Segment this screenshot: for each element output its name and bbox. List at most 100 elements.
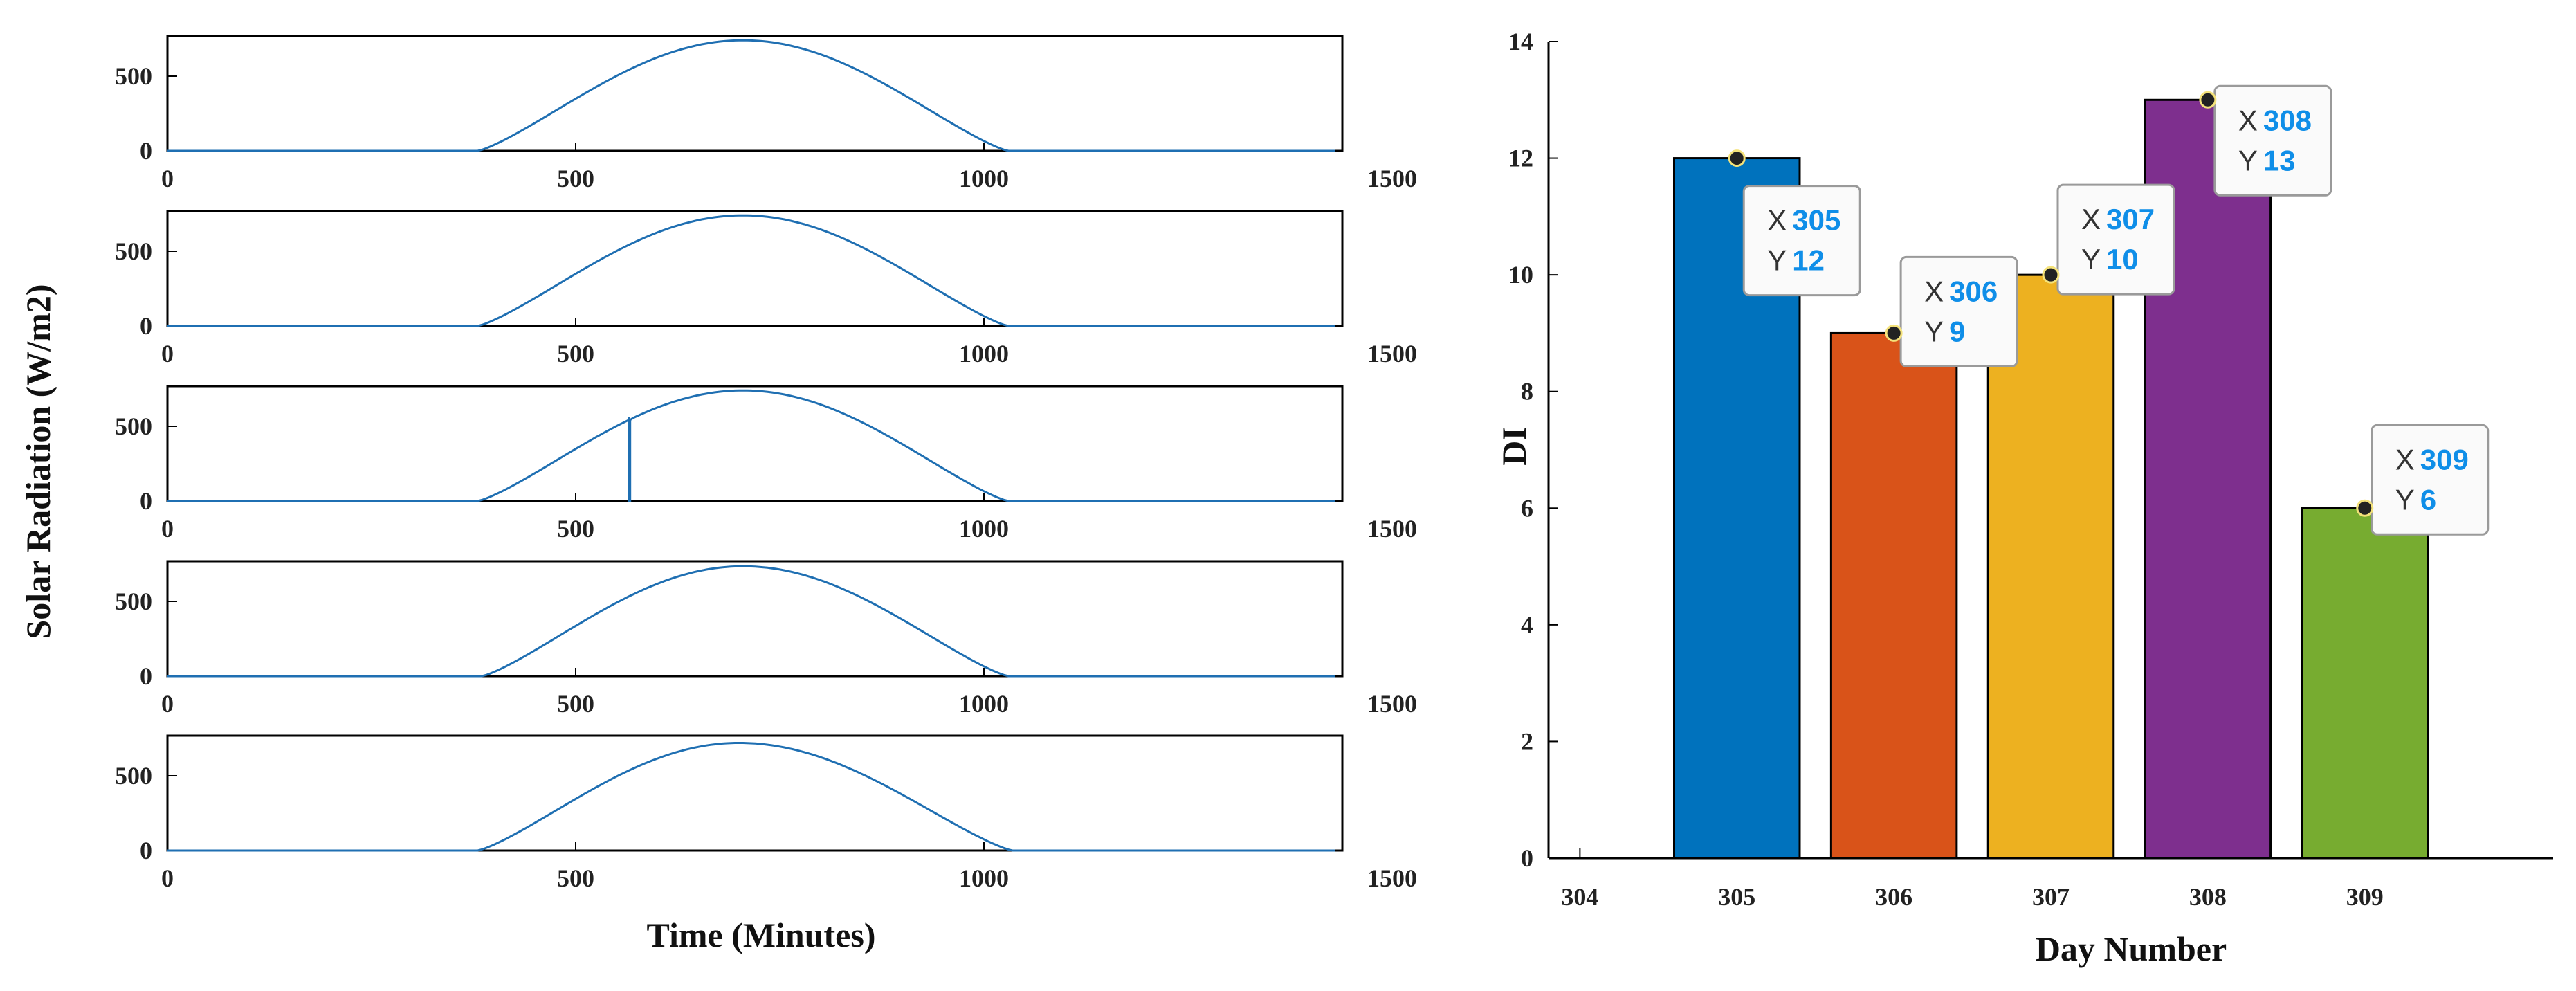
x-tick-label: 1500 (1367, 690, 1417, 718)
y-tick-label: 500 (115, 762, 152, 790)
datatip-box (2213, 84, 2332, 197)
bar-day-307[interactable] (1986, 273, 2115, 860)
x-tick-label: 0 (161, 515, 174, 543)
x-tick-label: 0 (161, 340, 174, 367)
y-tick-label: 0 (1521, 844, 1533, 872)
y-tick-label: 500 (115, 62, 152, 90)
datatip-x: X 306 (1924, 275, 1998, 307)
x-tick-label: 1500 (1367, 515, 1417, 543)
y-tick-label: 12 (1508, 145, 1533, 172)
radiation-series-line (167, 742, 1335, 852)
x-tick-label: 307 (2032, 883, 2070, 911)
datatip-marker[interactable] (1885, 324, 1903, 342)
datatip-308[interactable]: X 308 Y 13 (2199, 84, 2332, 197)
x-tick-label: 500 (557, 165, 594, 192)
datatip-x-key: X (2238, 104, 2258, 136)
datatip-y-key: Y (1767, 244, 1787, 277)
y-tick-label: 4 (1521, 611, 1533, 639)
radiation-panel-3: 0 500 0 500 1000 1500 (115, 385, 1417, 543)
datatip-x: X 307 (2081, 203, 2155, 235)
datatip-x-value: 305 (1792, 204, 1840, 237)
datatip-marker[interactable] (1728, 149, 1746, 167)
datatip-x-key: X (1767, 204, 1787, 237)
datatip-y-value: 12 (1792, 244, 1825, 277)
x-tick-label: 0 (161, 690, 174, 718)
y-tick-label: 0 (140, 487, 152, 515)
panel-frame (166, 560, 1344, 678)
x-tick-label: 500 (557, 515, 594, 543)
panel-frame (166, 385, 1344, 502)
x-tick-label: 304 (1561, 883, 1598, 911)
datatip-y-value: 6 (2420, 483, 2436, 516)
x-tick-label: 500 (557, 864, 594, 892)
radiation-panel-4: 0 500 0 500 1000 1500 (115, 560, 1417, 718)
datatip-y: Y 13 (2238, 144, 2296, 176)
panel-frame (166, 35, 1344, 152)
x-tick-label: 0 (161, 165, 174, 192)
datatip-x-value: 306 (1949, 275, 1998, 307)
bar-day-309[interactable] (2301, 507, 2429, 860)
datatip-y-key: Y (2395, 483, 2415, 516)
x-tick-label: 1500 (1367, 165, 1417, 192)
datatip-y-key: Y (2238, 144, 2258, 176)
x-tick-label: 308 (2189, 883, 2227, 911)
datatip-x-value: 309 (2420, 443, 2469, 475)
day-number-axis-label: Day Number (2036, 929, 2227, 968)
datatip-y: Y 12 (1767, 244, 1825, 277)
datatip-x: X 308 (2238, 104, 2312, 136)
datatip-box (2056, 183, 2175, 296)
x-tick-label: 0 (161, 864, 174, 892)
datatip-x-value: 307 (2106, 203, 2155, 235)
time-axis-label: Time (Minutes) (647, 916, 876, 954)
datatip-marker[interactable] (2356, 499, 2374, 517)
datatip-y-key: Y (1924, 315, 1944, 347)
y-tick-label: 8 (1521, 378, 1533, 406)
datatip-y: Y 10 (2081, 243, 2139, 275)
x-tick-label: 1000 (959, 690, 1009, 718)
y-tick-label: 6 (1521, 494, 1533, 522)
x-tick-label: 309 (2346, 883, 2384, 911)
datatip-307[interactable]: X 307 Y 10 (2042, 183, 2175, 296)
x-tick-label: 500 (557, 340, 594, 367)
radiation-series-line (167, 39, 1335, 152)
bar-day-306[interactable] (1829, 331, 1958, 860)
solar-radiation-chart: 0 500 0 500 1000 1500 0 500 0 500 1000 1500 0 500 0 500… (115, 35, 1417, 892)
datatip-box (1742, 185, 1861, 297)
y-tick-label: 0 (140, 312, 152, 340)
radiation-panel-2: 0 500 0 500 1000 1500 (115, 210, 1417, 367)
datatip-x-value: 308 (2263, 104, 2312, 136)
x-tick-label: 1000 (959, 340, 1009, 367)
x-tick-label: 1500 (1367, 340, 1417, 367)
y-tick-label: 500 (115, 588, 152, 615)
solar-radiation-axis-label: Solar Radiation (W/m2) (19, 284, 57, 639)
panel-frame (166, 210, 1344, 327)
radiation-series-line (167, 565, 1335, 678)
datatip-marker[interactable] (2199, 91, 2217, 109)
x-tick-label: 1000 (959, 165, 1009, 192)
y-tick-label: 0 (140, 137, 152, 165)
radiation-series-line (167, 389, 1335, 502)
y-tick-label: 14 (1508, 28, 1533, 55)
datatip-marker[interactable] (2042, 266, 2060, 284)
radiation-series-line (167, 214, 1335, 327)
radiation-panel-1: 0 500 0 500 1000 1500 (115, 35, 1417, 192)
y-tick-label: 500 (115, 412, 152, 440)
x-tick-label: 306 (1875, 883, 1912, 911)
di-axis-label: DI (1495, 427, 1533, 466)
x-tick-label: 305 (1718, 883, 1755, 911)
datatip-x-key: X (1924, 275, 1944, 307)
x-tick-label: 1000 (959, 864, 1009, 892)
y-tick-label: 2 (1521, 727, 1533, 755)
datatip-x-key: X (2395, 443, 2415, 475)
datatip-x-key: X (2081, 203, 2101, 235)
y-tick-label: 0 (140, 837, 152, 864)
datatip-y-key: Y (2081, 243, 2101, 275)
datatip-y-value: 9 (1949, 315, 1965, 347)
